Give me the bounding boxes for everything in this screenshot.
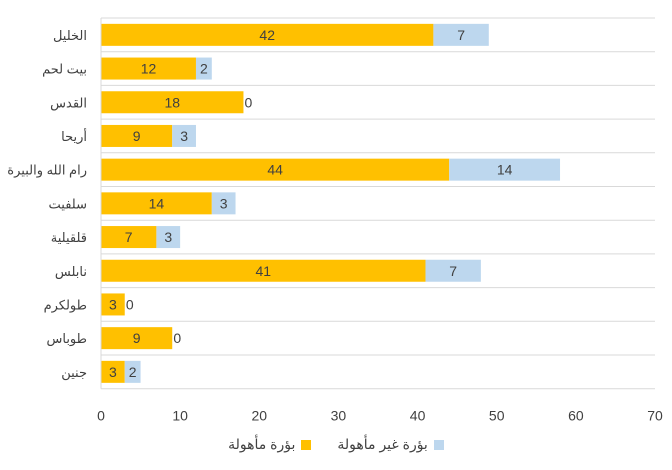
legend-swatch-unoccupied [433,439,444,450]
category-label: طوباس [46,331,87,347]
bar-occupied [101,327,173,350]
bar-occupied [101,192,212,215]
legend-item-occupied: بؤرة مأهولة [228,436,312,453]
bar-occupied [101,293,125,316]
data-label: 42 [259,27,275,43]
category-label: طولكرم [44,297,87,313]
legend: بؤرة مأهولة بؤرة غير مأهولة [0,436,672,453]
bar-unoccupied [195,57,212,80]
data-label: 12 [141,61,157,77]
bar-occupied [101,226,157,249]
x-tick-label: 10 [172,408,188,424]
x-tick-label: 60 [568,408,584,424]
data-label: 3 [220,195,228,211]
bar-occupied [101,259,426,282]
bar-occupied [101,360,125,383]
data-label: 3 [180,128,188,144]
bar-unoccupied [172,124,196,147]
bar-unoccupied [124,360,141,383]
data-label: 9 [133,330,141,346]
data-label: 41 [255,263,271,279]
axis-layer: الخليل بيت لحم القدس أريحا رام الله والبيرة س… [7,18,663,424]
category-label: الخليل [53,28,87,43]
bar-occupied [101,57,196,80]
bar-unoccupied [433,23,489,46]
data-label: 0 [245,94,253,110]
bar-unoccupied [156,226,181,249]
legend-label-occupied: بؤرة مأهولة [228,436,296,452]
x-tick-label: 20 [251,408,267,424]
category-label: بيت لحم [42,62,87,78]
bar-occupied [101,124,173,147]
bar-occupied [101,23,434,46]
data-label: 2 [129,364,137,380]
data-label: 18 [164,94,180,110]
category-label: رام الله والبيرة [7,163,87,179]
category-label: جنين [61,365,87,381]
bar-occupied [101,91,244,114]
bar-unoccupied [211,192,236,215]
x-tick-label: 30 [331,408,347,424]
data-label: 2 [200,61,208,77]
bar-occupied [101,158,450,181]
data-label: 14 [497,162,513,178]
legend-swatch-occupied [301,439,312,450]
category-label: نابلس [55,264,87,280]
category-label: أريحا [61,128,87,145]
data-label: 7 [449,263,457,279]
data-label: 9 [133,128,141,144]
category-label: القدس [50,95,87,111]
data-label: 3 [109,296,117,312]
x-tick-label: 70 [647,408,663,424]
legend-label-unoccupied: بؤرة غير مأهولة [337,436,428,452]
bar-unoccupied [425,259,481,282]
data-label: 0 [126,296,134,312]
bar-unoccupied [449,158,561,181]
data-label: 7 [125,229,133,245]
x-tick-label: 0 [97,408,105,424]
category-label: قلقيلية [51,230,87,245]
bar-layer [101,23,561,383]
x-tick-label: 40 [410,408,426,424]
data-label: 3 [164,229,172,245]
x-tick-label: 50 [489,408,505,424]
data-label: 7 [457,27,465,43]
data-label: 0 [173,330,181,346]
category-label: سلفيت [49,196,87,211]
data-label: 3 [109,364,117,380]
data-label: 44 [267,162,283,178]
legend-item-unoccupied: بؤرة غير مأهولة [337,436,444,453]
grid-layer [101,17,655,390]
data-label: 14 [149,195,165,211]
